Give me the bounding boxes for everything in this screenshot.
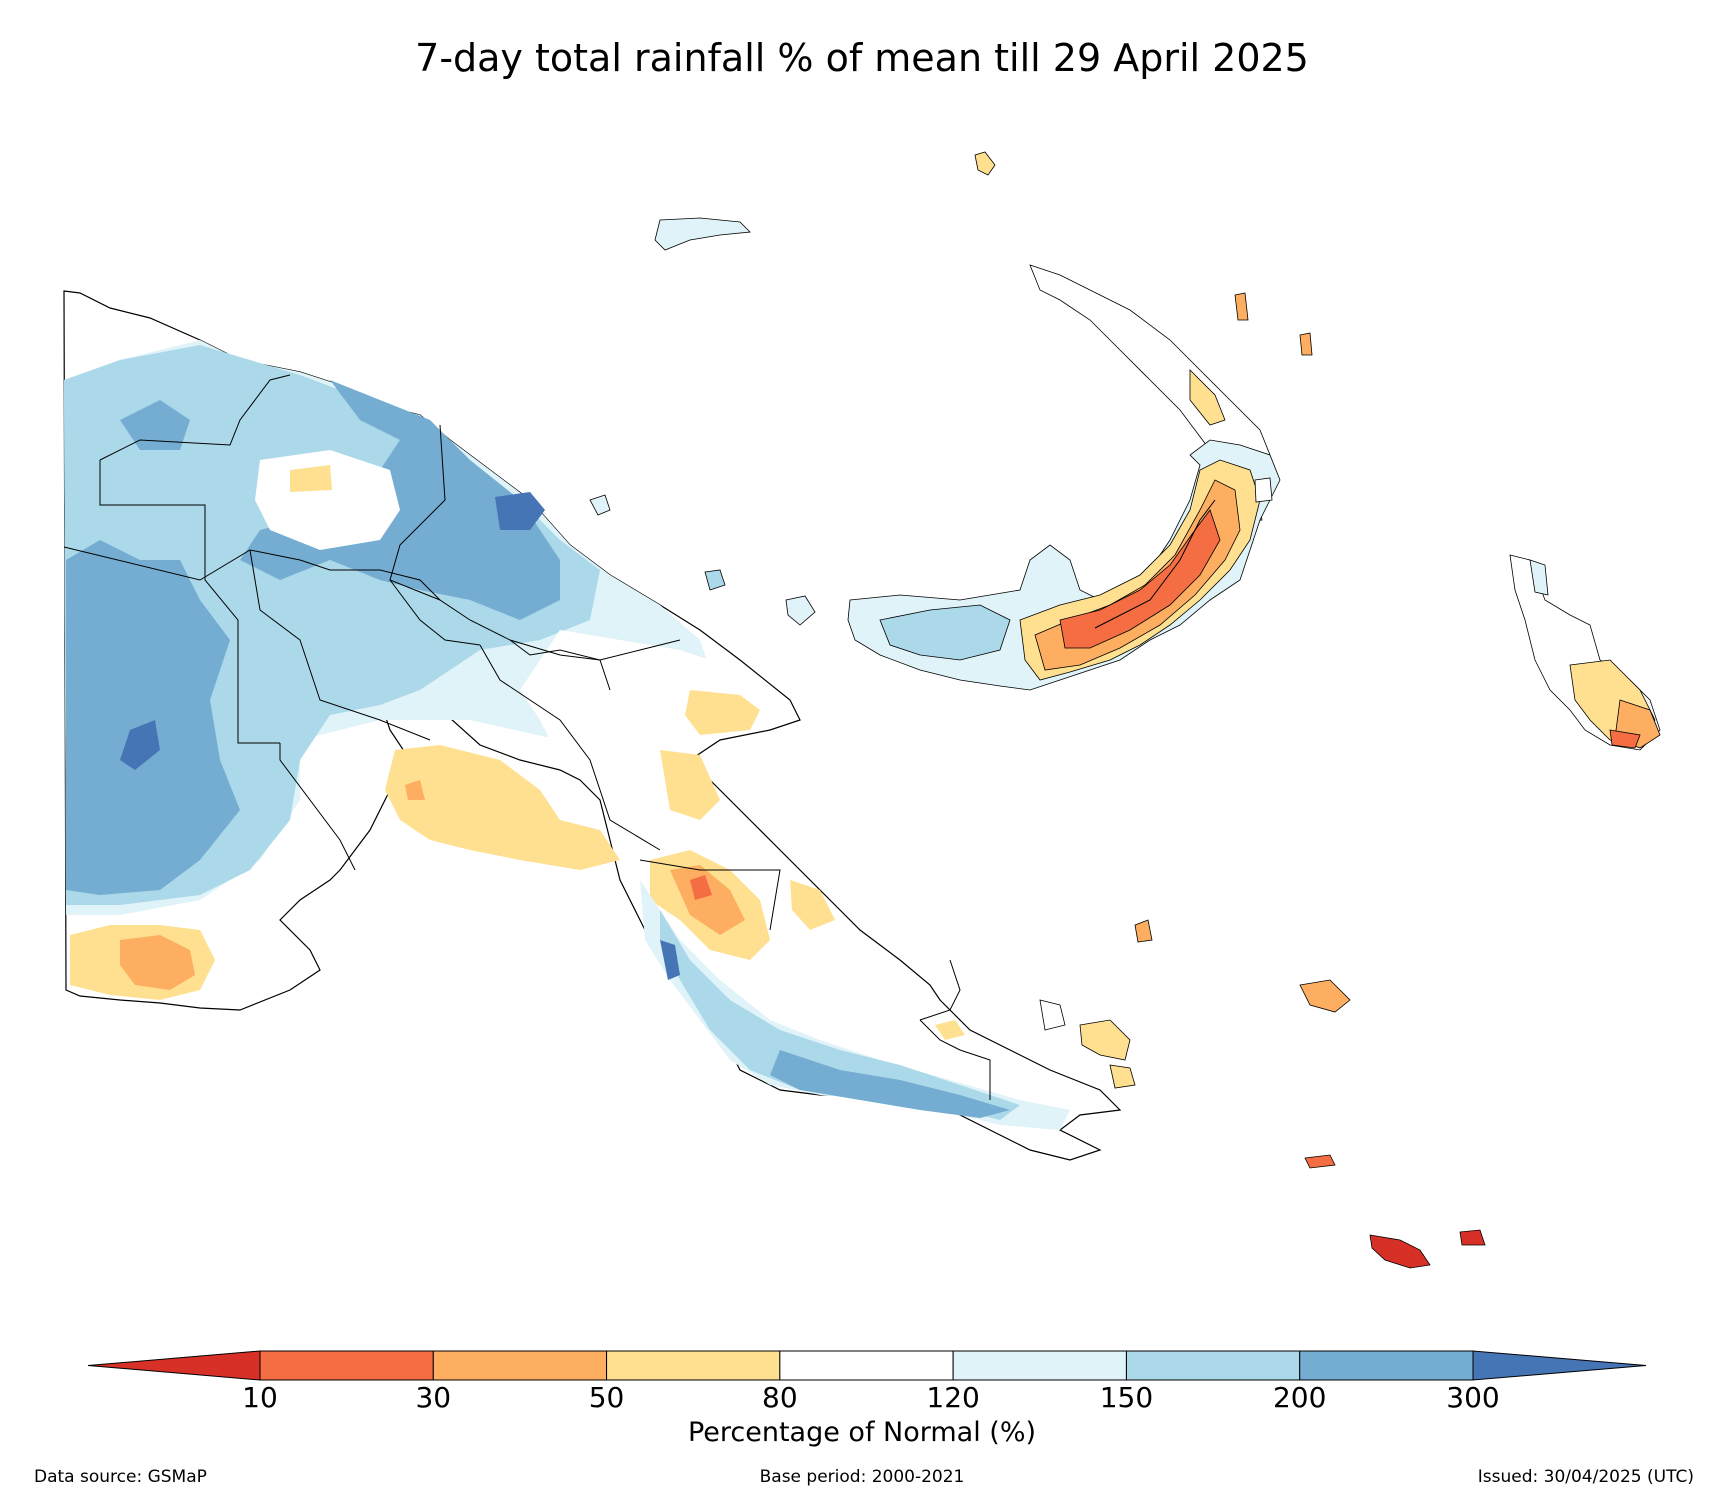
colorbar-tick-label: 120 [926,1381,980,1414]
bougainville [1509,554,1661,751]
north-islands [589,151,996,626]
colorbar-tick-label: 200 [1272,1381,1327,1414]
colorbar-tick-label: 30 [415,1381,452,1414]
base-period-note: Base period: 2000-2021 [759,1467,965,1487]
milne-bay-islands [1039,919,1486,1269]
colorbar-swatch [259,1350,434,1381]
colorbar-tick-label: 150 [1099,1381,1154,1414]
colorbar-tick-label: 10 [242,1381,278,1414]
colorbar-swatch [1299,1350,1474,1381]
colorbar-extend-low [87,1350,261,1381]
colorbar-swatch [1125,1350,1301,1381]
issued-date-note: Issued: 30/04/2025 (UTC) [1477,1467,1694,1487]
new-britain [847,439,1281,691]
colorbar-tick-label: 80 [762,1381,798,1414]
mainland [63,290,1122,1161]
colorbar-swatch [432,1350,608,1381]
colorbar-swatch [779,1350,954,1381]
colorbar-tick-label: 300 [1446,1381,1500,1414]
data-source-note: Data source: GSMaP [34,1467,207,1487]
colorbar-swatches [87,1350,1647,1381]
colorbar-swatch [606,1350,781,1381]
colorbar-extend-high [1472,1350,1647,1381]
colorbar-swatch [952,1350,1127,1381]
colorbar-label: Percentage of Normal (%) [687,1417,1037,1448]
map-title: 7-day total rainfall % of mean till 29 A… [415,36,1309,80]
colorbar-tick-label: 50 [588,1381,625,1414]
